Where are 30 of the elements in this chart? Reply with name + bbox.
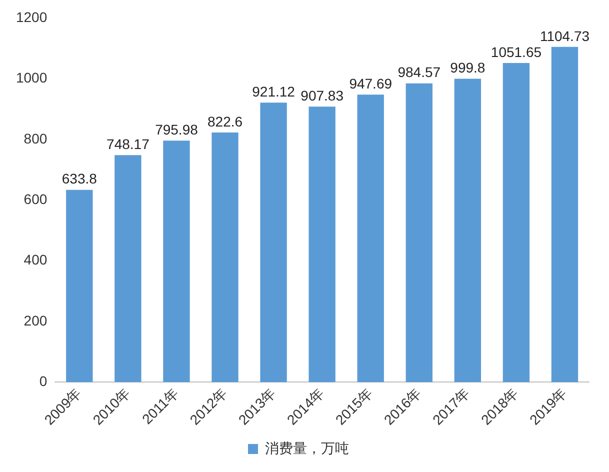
y-tick-label: 600 bbox=[24, 190, 48, 207]
bar bbox=[406, 83, 432, 382]
bar bbox=[260, 102, 287, 382]
data-label: 947.69 bbox=[349, 75, 392, 92]
y-tick-label: 0 bbox=[39, 373, 48, 390]
data-label: 921.12 bbox=[252, 84, 296, 100]
y-tick-label: 200 bbox=[24, 312, 48, 328]
y-tick-label: 400 bbox=[24, 252, 48, 268]
bar bbox=[114, 155, 142, 382]
bar bbox=[502, 63, 530, 382]
bar bbox=[212, 132, 238, 382]
data-label: 1104.73 bbox=[540, 28, 590, 44]
bar bbox=[308, 106, 336, 382]
data-label: 1051.65 bbox=[490, 44, 542, 60]
y-tick-label: 800 bbox=[24, 130, 48, 146]
data-label: 907.83 bbox=[300, 88, 344, 104]
bar bbox=[551, 46, 578, 382]
data-label: 795.98 bbox=[155, 121, 198, 138]
bar bbox=[357, 94, 384, 382]
data-label: 999.8 bbox=[450, 60, 486, 76]
data-label: 822.6 bbox=[207, 113, 243, 130]
bar bbox=[163, 140, 190, 382]
bar bbox=[66, 190, 93, 382]
data-label: 748.17 bbox=[106, 136, 150, 152]
bar bbox=[454, 78, 482, 382]
data-label: 984.57 bbox=[398, 64, 441, 80]
y-tick-label: 1000 bbox=[16, 70, 48, 86]
legend-label: 消费量，万吨 bbox=[265, 440, 349, 456]
data-label: 633.8 bbox=[62, 170, 98, 187]
y-tick-label: 1200 bbox=[16, 8, 48, 25]
